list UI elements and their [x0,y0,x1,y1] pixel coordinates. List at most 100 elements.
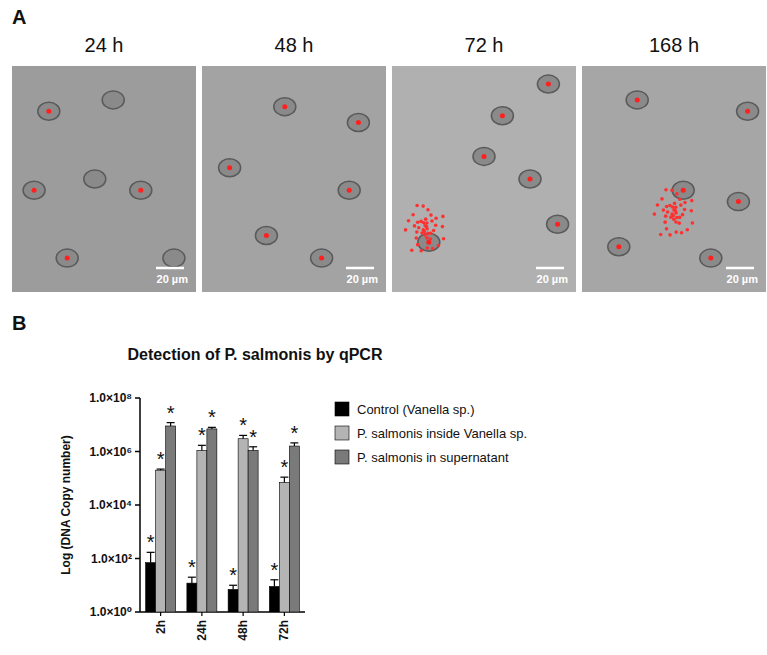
cell [727,193,749,211]
bacteria [678,197,682,201]
time-label: 24 h [85,34,124,56]
bacteria [690,199,694,203]
cell [311,249,333,267]
bacteria [677,221,681,225]
cell [672,181,694,199]
bacteria [319,256,324,261]
cell [56,249,78,267]
bacteria [674,220,678,224]
bar [197,450,207,612]
cell [418,233,440,251]
scale-bar-label: 20 µm [347,273,379,285]
bacteria [482,154,487,159]
bacteria [404,228,408,232]
bacteria [434,216,438,220]
bacteria [414,236,418,240]
x-tick-label: 48h [236,620,250,641]
bacteria [431,247,435,251]
bacteria [668,233,672,237]
cell [338,181,360,199]
legend-label: P. salmonis in supernatant [357,450,509,465]
scale-bar [156,267,184,270]
bacteria [635,97,640,102]
cell [608,238,630,256]
scale-bar [726,267,754,270]
legend: Control (Vanella sp.)P. salmonis inside … [335,402,527,465]
cell [219,159,241,177]
x-tick-label: 2h [154,620,168,634]
scale-bar-label: 20 µm [727,273,759,285]
legend-label: P. salmonis inside Vanella sp. [357,426,527,441]
y-tick [135,558,140,560]
bacteria [665,227,669,231]
bar [248,450,258,612]
bacteria [419,249,423,253]
bacteria [546,82,551,87]
bacteria [430,219,434,223]
bacteria [673,202,677,206]
significance-mark: * [239,414,247,436]
cell [491,107,513,125]
micrograph-background [202,66,386,292]
bar [146,563,156,612]
bar [166,426,176,612]
y-tick-label: 1.0×10⁰ [90,605,132,619]
scale-bar-label: 20 µm [157,273,189,285]
bacteria [745,109,750,114]
error-bar-stem [150,552,151,562]
time-label: 48 h [275,34,314,56]
bacteria [736,199,741,204]
bacteria [664,214,668,218]
bacteria [46,109,51,114]
cell [163,249,185,267]
y-tick-label: 1.0×10² [91,552,132,566]
bacteria [683,201,687,205]
bar [207,429,217,612]
cell [255,227,277,245]
bacteria [410,248,414,252]
bacteria [426,232,430,236]
bacteria [663,220,667,224]
bacteria [681,213,685,217]
bacteria [417,226,421,230]
bacteria [672,208,676,212]
bacteria [674,230,678,234]
bacteria [665,205,669,209]
bacteria [675,192,679,196]
bacteria [434,223,438,227]
bacteria [662,208,666,212]
bacteria [659,233,663,237]
plot-area [146,423,300,612]
bacteria [356,120,361,125]
cell [23,181,45,199]
significance-mark: * [249,426,257,448]
significance-mark: * [188,556,196,578]
bacteria [282,104,287,109]
bacteria [679,203,683,207]
y-tick [135,397,140,399]
bacteria [685,228,689,232]
bar [269,586,279,612]
bacteria [227,165,232,170]
bacteria [264,233,269,238]
micrograph-background [392,66,576,292]
y-tick-label: 1.0×10⁸ [89,391,132,405]
bacteria [500,113,505,118]
bar [228,589,238,612]
scale-bar [536,267,564,270]
bacteria [347,188,352,193]
bar [187,583,197,612]
bacteria [690,209,694,213]
micrograph [392,66,576,292]
bacteria [670,188,674,192]
bar [156,470,166,612]
cell [537,75,559,93]
bacteria [441,215,445,219]
bacteria [691,221,695,225]
bacteria [411,213,415,217]
micrograph [582,66,766,292]
bacteria [421,204,425,208]
significance-mark: * [157,448,165,470]
cell [700,249,722,267]
bacteria [680,231,684,235]
